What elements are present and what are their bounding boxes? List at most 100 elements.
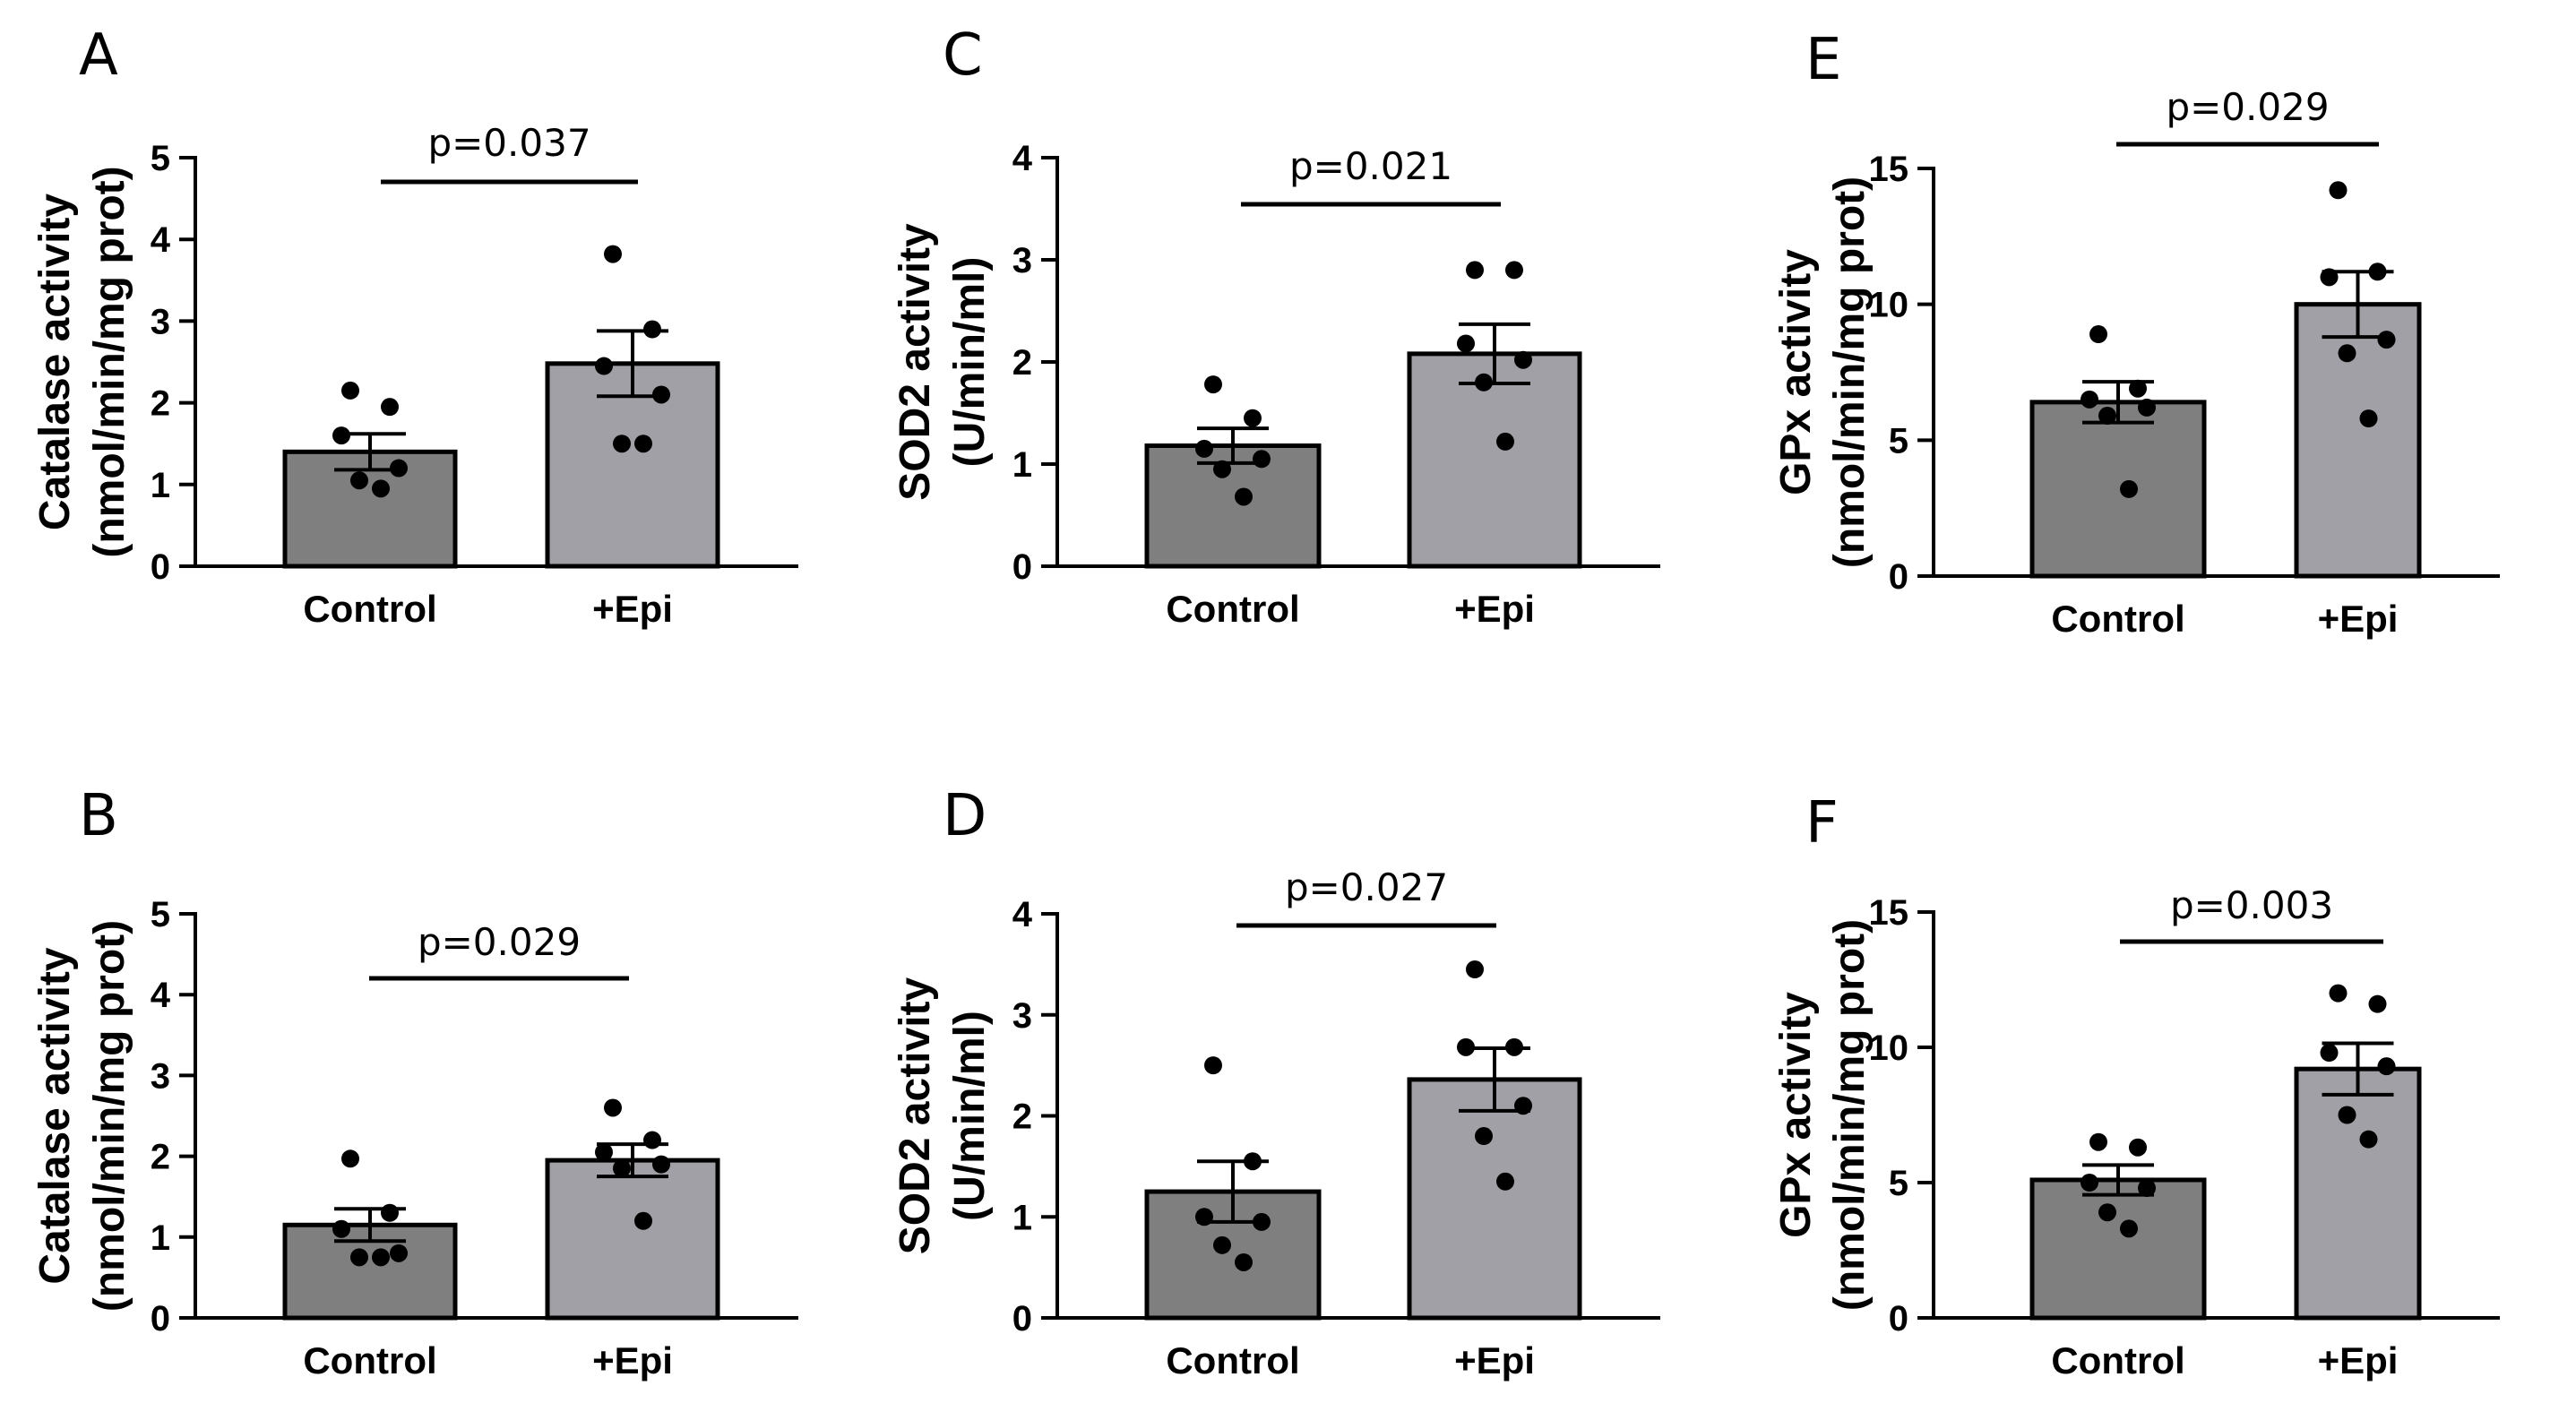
category-label-a-control: Control	[303, 588, 436, 630]
y-axis-label-d-line2: (U/min/ml)	[946, 1011, 994, 1221]
data-point-d	[1204, 1056, 1222, 1075]
data-point-d	[1213, 1235, 1231, 1254]
data-point-a	[643, 320, 661, 339]
category-label-e-control: Control	[2051, 598, 2184, 640]
data-point-f	[2098, 1203, 2116, 1222]
y-tick-label-a: 1	[151, 466, 170, 505]
y-axis-label-e-line2: (nmol/min/mg prot)	[1826, 176, 1874, 568]
data-point-f	[2129, 1138, 2147, 1157]
y-tick-label-c: 3	[1012, 241, 1032, 280]
y-tick-label-b: 3	[151, 1056, 170, 1096]
category-label-d-control: Control	[1166, 1339, 1299, 1381]
category-label-a-epi: +Epi	[592, 588, 673, 630]
data-point-a	[372, 479, 390, 498]
y-axis-label-d-line1: SOD2 activity	[892, 977, 939, 1254]
panel-c: C SOD2 activity (U/min/ml) 0 1 2 3 4 Control +Epi…	[892, 22, 1660, 630]
p-value-a: p=0.037	[427, 121, 590, 165]
y-tick-label-a: 3	[151, 302, 170, 341]
data-point-f	[2120, 1219, 2138, 1238]
y-tick-label-b: 4	[151, 976, 171, 1015]
y-tick-label-f: 0	[1889, 1299, 1908, 1338]
data-point-a	[350, 471, 368, 490]
panel-label-b: B	[79, 783, 118, 849]
data-point-b	[341, 1149, 359, 1168]
data-point-d	[1235, 1252, 1253, 1271]
data-point-e	[2338, 344, 2356, 363]
data-point-c	[1457, 334, 1475, 353]
data-point-f	[2338, 1106, 2356, 1124]
y-tick-label-f: 15	[1869, 893, 1909, 933]
data-point-a	[341, 381, 359, 400]
y-axis-label-c-line1: SOD2 activity	[892, 223, 939, 501]
data-point-c	[1253, 450, 1271, 469]
bar-f-epi	[2294, 1066, 2422, 1321]
data-point-d	[1514, 1097, 1532, 1115]
data-point-b	[332, 1219, 350, 1238]
panel-a: A Catalase activity (nmol/min/mg prot) 0 1 2 3…	[31, 22, 798, 630]
data-point-b	[634, 1211, 652, 1230]
category-label-b-epi: +Epi	[592, 1339, 673, 1381]
p-value-f: p=0.003	[2170, 883, 2333, 927]
p-value-e: p=0.029	[2166, 85, 2329, 129]
y-tick-label-d: 3	[1012, 996, 1032, 1036]
data-point-f	[2329, 984, 2348, 1003]
data-point-c	[1244, 409, 1262, 427]
y-tick-label-b: 0	[151, 1299, 170, 1338]
y-axis-label-b-line1: Catalase activity	[31, 947, 79, 1285]
data-point-e	[2368, 263, 2387, 281]
data-point-a	[390, 459, 408, 478]
data-point-c	[1496, 432, 1514, 451]
y-axis-label-f-line1: GPx activity	[1772, 992, 1820, 1238]
category-label-e-epi: +Epi	[2318, 598, 2399, 640]
data-point-c	[1235, 487, 1253, 506]
data-point-f	[2359, 1130, 2378, 1149]
p-value-c: p=0.021	[1289, 144, 1452, 188]
data-point-d	[1457, 1037, 1475, 1056]
data-point-d	[1475, 1127, 1493, 1146]
data-point-d	[1253, 1212, 1271, 1231]
panel-e: E GPx activity (nmol/min/mg prot) 0 5 10 15 Con…	[1772, 27, 2500, 640]
bar-d-epi	[1407, 1077, 1582, 1321]
panel-d: D SOD2 activity (U/min/ml) 0 1 2 3 4 Control +Epi…	[892, 783, 1660, 1381]
data-point-b	[604, 1098, 622, 1117]
p-value-d: p=0.027	[1285, 865, 1448, 909]
panel-label-d: D	[943, 783, 986, 849]
data-point-d	[1496, 1172, 1514, 1191]
panel-label-f: F	[1805, 790, 1839, 856]
y-axis-label-f-line2: (nmol/min/mg prot)	[1826, 919, 1874, 1311]
y-tick-label-e: 15	[1869, 150, 1909, 189]
category-label-b-control: Control	[303, 1339, 436, 1381]
panel-label-c: C	[943, 22, 983, 89]
category-label-c-epi: +Epi	[1454, 588, 1535, 630]
data-point-f	[2320, 1044, 2339, 1063]
y-tick-label-d: 4	[1012, 895, 1033, 934]
data-point-d	[1466, 960, 1484, 979]
data-point-e	[2377, 331, 2396, 349]
data-point-a	[634, 435, 652, 453]
bar-c-epi	[1407, 351, 1582, 569]
data-point-f	[2089, 1132, 2107, 1151]
y-tick-label-b: 1	[151, 1218, 170, 1258]
y-axis-label-b-line2: (nmol/min/mg prot)	[86, 920, 134, 1312]
category-label-c-control: Control	[1166, 588, 1299, 630]
data-point-c	[1475, 373, 1493, 392]
y-tick-label-e: 5	[1889, 421, 1908, 460]
data-point-c	[1204, 375, 1222, 394]
y-tick-label-a: 5	[151, 139, 170, 178]
bar-e-control	[2029, 400, 2207, 579]
data-point-c	[1466, 261, 1484, 280]
data-point-b	[613, 1159, 631, 1178]
y-axis-label-a-line2: (nmol/min/mg prot)	[86, 166, 134, 557]
data-point-d	[1244, 1152, 1262, 1171]
y-tick-label-c: 1	[1012, 445, 1032, 485]
y-tick-label-b: 5	[151, 895, 170, 934]
data-point-f	[2138, 1179, 2156, 1198]
y-tick-label-f: 10	[1869, 1029, 1909, 1068]
data-point-b	[381, 1203, 399, 1222]
category-label-d-epi: +Epi	[1454, 1339, 1535, 1381]
y-tick-label-d: 2	[1012, 1097, 1032, 1137]
data-point-b	[595, 1143, 613, 1162]
data-point-b	[652, 1155, 670, 1174]
data-point-a	[595, 357, 613, 375]
y-tick-label-b: 2	[151, 1138, 170, 1177]
